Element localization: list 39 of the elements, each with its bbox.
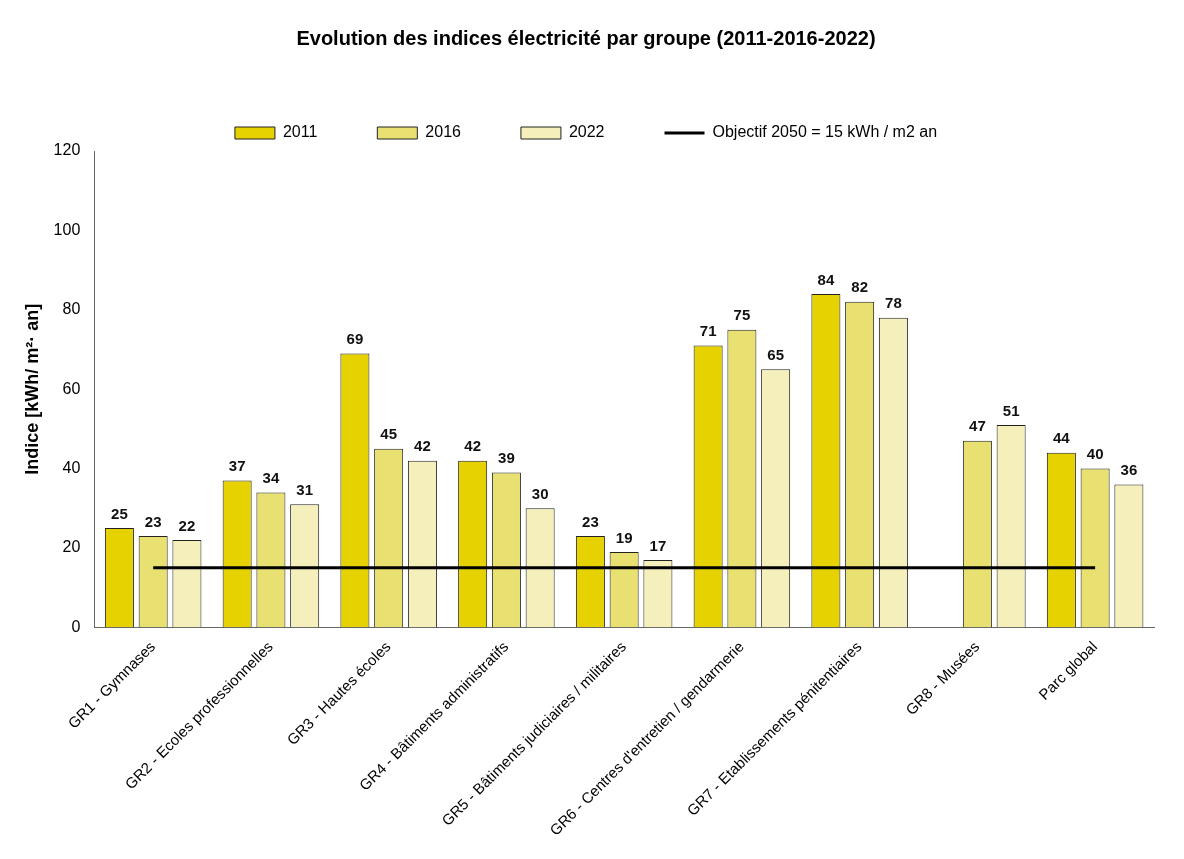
data-label: 17 — [649, 536, 667, 554]
data-label: 23 — [582, 512, 599, 530]
y-tick-label: 40 — [62, 458, 81, 476]
data-label: 22 — [178, 516, 196, 534]
legend-label: 2011 — [282, 123, 318, 141]
data-label: 31 — [296, 480, 314, 498]
legend-label: 2022 — [568, 123, 605, 141]
data-label: 42 — [414, 437, 431, 455]
data-label: 75 — [733, 306, 751, 324]
data-label: 45 — [380, 425, 397, 443]
data-label: 34 — [262, 469, 280, 487]
data-label: 69 — [346, 330, 364, 348]
y-tick-label: 100 — [53, 220, 81, 238]
y-tick-label: 120 — [53, 141, 81, 159]
data-label: 23 — [144, 512, 162, 530]
data-label: 36 — [1120, 461, 1138, 479]
data-label: 51 — [1002, 401, 1020, 419]
y-tick-label: 20 — [62, 538, 81, 556]
data-label: 71 — [699, 322, 717, 340]
data-label: 78 — [885, 294, 902, 312]
legend-label: Objectif 2050 = 15 kWh / m2 an — [712, 123, 938, 141]
data-label: 37 — [228, 457, 246, 475]
chart-title: Evolution des indices électricité par groupe (2011-2016-2022) — [296, 26, 876, 49]
legend-label: 2016 — [425, 123, 462, 141]
data-label: 44 — [1053, 429, 1071, 447]
y-axis-title: Indice [kWh/ m²· an] — [21, 303, 42, 475]
data-label: 40 — [1086, 445, 1104, 463]
data-label: 30 — [531, 484, 549, 502]
data-label: 65 — [767, 345, 784, 363]
data-label: 47 — [969, 417, 986, 435]
data-label: 39 — [498, 449, 515, 467]
y-tick-label: 0 — [71, 617, 81, 635]
data-label: 42 — [464, 437, 481, 455]
data-label: 82 — [851, 278, 868, 296]
data-label: 25 — [111, 504, 128, 522]
data-label: 84 — [817, 270, 835, 288]
y-tick-label: 60 — [62, 379, 81, 397]
data-label: 19 — [615, 528, 633, 546]
y-tick-label: 80 — [62, 300, 81, 318]
